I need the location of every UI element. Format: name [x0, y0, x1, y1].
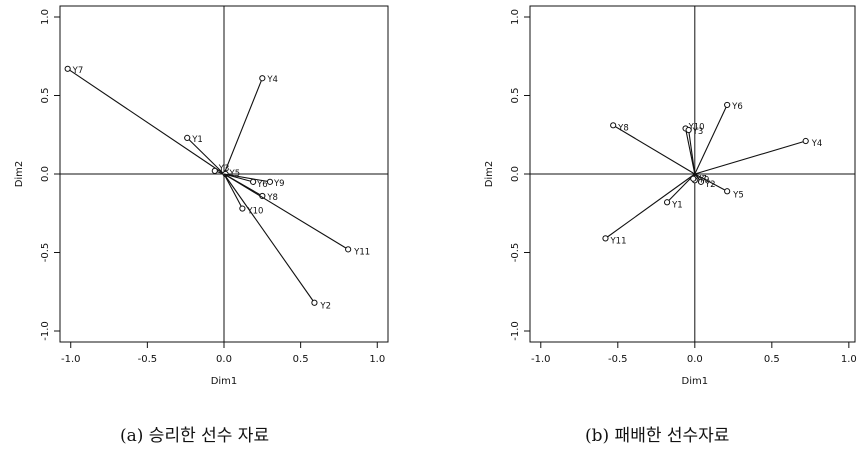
point-y7 [64, 65, 71, 72]
point-label-y10: Y10 [688, 122, 705, 132]
y-tick-label: -0.5 [510, 243, 521, 263]
vector-line-y11 [223, 173, 349, 250]
y-tick-label: 0.0 [510, 166, 521, 182]
point-label-y5: Y5 [732, 190, 744, 200]
y-tick-label: 0.0 [40, 166, 51, 182]
point-label-y10: Y10 [246, 207, 263, 217]
y-tick-label: 1.0 [40, 9, 51, 25]
vector-line-y11 [605, 173, 696, 239]
vector-line-y8 [612, 124, 696, 175]
vector-line-y1 [186, 137, 225, 175]
vector-line-y4 [223, 78, 263, 175]
point-y6 [724, 101, 731, 109]
vector-line-y6 [694, 104, 728, 175]
y-axis-label: Dim2 [484, 161, 495, 188]
x-tick-label: -1.0 [61, 354, 81, 365]
y-tick-label: -1.0 [40, 321, 51, 341]
point-y10 [239, 205, 246, 212]
point-y9 [266, 178, 274, 185]
point-label-y9: Y9 [698, 175, 710, 185]
point-label-y7: Y7 [695, 175, 707, 185]
vector-line-y4 [694, 140, 806, 175]
point-label-y2: Y2 [319, 302, 331, 312]
y-tick-label: 0.5 [510, 88, 521, 104]
point-y1 [184, 134, 191, 141]
y-tick-label: -1.0 [510, 321, 521, 341]
x-tick-label: -0.5 [608, 354, 628, 365]
point-y3 [211, 167, 218, 174]
point-y2 [697, 178, 705, 185]
x-tick-label: 0.0 [687, 354, 703, 365]
point-label-y5: Y5 [229, 169, 241, 179]
vector-line-y9 [223, 173, 271, 183]
point-y3 [685, 126, 692, 134]
y-tick-label: 1.0 [510, 9, 521, 25]
point-y4 [259, 75, 266, 82]
x-axis-label: Dim1 [211, 376, 238, 387]
point-label-y3: Y3 [692, 127, 704, 137]
x-tick-label: 0.5 [764, 354, 780, 365]
x-tick-label: 1.0 [841, 354, 857, 365]
x-tick-label: 0.0 [216, 354, 232, 365]
vector-line-y5 [694, 173, 728, 192]
point-label-y7: Y7 [72, 66, 84, 76]
x-tick-label: -1.0 [531, 354, 551, 365]
point-y11 [345, 246, 352, 253]
point-label-y2: Y2 [704, 180, 716, 190]
point-y5 [724, 188, 731, 195]
point-y7 [690, 175, 697, 182]
y-axis-label: Dim2 [14, 161, 25, 188]
x-axis-label: Dim1 [682, 376, 709, 387]
point-y8 [610, 122, 617, 129]
vector-line-y10 [223, 173, 243, 209]
point-y4 [802, 137, 809, 145]
point-label-y1: Y1 [671, 200, 683, 210]
vector-line-y3 [688, 129, 696, 175]
point-label-y4: Y4 [811, 139, 823, 149]
point-label-y11: Y11 [609, 236, 626, 246]
point-label-y6: Y6 [731, 102, 743, 112]
point-label-y1: Y1 [191, 135, 203, 145]
vector-line-y7 [67, 68, 225, 175]
x-tick-label: -0.5 [138, 354, 158, 365]
point-label-y6: Y6 [256, 180, 268, 190]
point-label-y3: Y3 [218, 164, 230, 174]
point-label-y11: Y11 [353, 247, 370, 257]
x-tick-label: 0.5 [293, 354, 309, 365]
point-y6 [250, 178, 257, 185]
panel-b: -1.0 -0.5 0.0 0.5 1.0 -1.0 -0.5 0.0 0.5 1.0 Dim1 Di… [484, 5, 857, 387]
panel-b-caption: (b) 패배한 선수자료 [585, 426, 730, 446]
y-tick-label: 0.5 [40, 88, 51, 104]
point-label-y8: Y8 [266, 193, 278, 203]
panel-a: -1.0 -0.5 0.0 0.5 1.0 -1.0 -0.5 0.0 0.5 1.0 Dim1 Di… [14, 5, 389, 387]
point-y2 [311, 299, 318, 306]
point-y1 [663, 199, 671, 206]
point-label-y4: Y4 [266, 75, 278, 85]
y-tick-label: -0.5 [40, 243, 51, 263]
panel-a-caption: (a) 승리한 선수 자료 [120, 426, 270, 446]
x-tick-label: 1.0 [369, 354, 385, 365]
vector-line-y2 [223, 173, 315, 304]
point-label-y8: Y8 [617, 123, 629, 133]
point-y11 [602, 235, 609, 242]
point-label-y9: Y9 [273, 179, 285, 189]
